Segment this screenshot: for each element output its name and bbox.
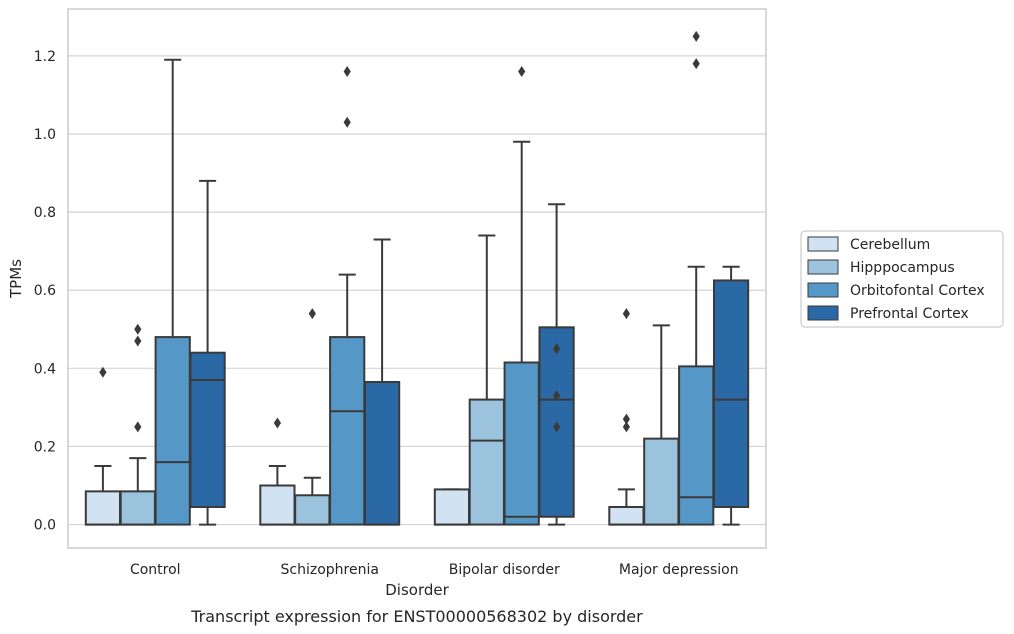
box-0-1	[259, 417, 296, 526]
outlier-point	[553, 390, 561, 402]
outlier-point	[622, 308, 630, 320]
box-body	[503, 361, 540, 526]
figure-caption: Transcript expression for ENST0000056830…	[190, 607, 643, 626]
box-body	[294, 494, 331, 526]
outlier-point	[343, 116, 351, 128]
box-body	[363, 381, 401, 526]
box-2-3	[678, 30, 715, 526]
box-2-2	[503, 65, 540, 526]
box-body	[678, 365, 715, 526]
box-0-2	[433, 488, 471, 526]
box-3-3	[712, 265, 750, 526]
box-3-1	[363, 238, 401, 526]
outlier-point	[343, 65, 351, 77]
box-plot-series	[84, 30, 750, 526]
box-3-0	[189, 179, 226, 526]
box-3-2	[538, 203, 575, 526]
box-body	[643, 437, 680, 526]
outlier-point	[308, 308, 316, 320]
box-1-3	[643, 324, 680, 526]
legend-swatch	[807, 305, 839, 321]
x-tick-label: Bipolar disorder	[449, 562, 560, 578]
outlier-point	[622, 421, 630, 433]
y-tick-label: 1.0	[34, 127, 56, 143]
outlier-point	[692, 58, 700, 70]
box-body	[259, 484, 296, 526]
y-axis-label: TPMs	[7, 259, 25, 299]
outlier-point	[518, 65, 526, 77]
x-axis-label: Disorder	[385, 581, 449, 599]
box-2-1	[329, 65, 366, 526]
legend: Cerebellum Hipppocampus Orbitofontal Corte…	[800, 230, 1004, 328]
outlier-point	[99, 366, 107, 378]
outlier-point	[134, 335, 142, 347]
axis-ticks: 0.0 0.2 0.4 0.6 0.8 1.0 1.2 Control Schizophreni…	[34, 49, 739, 578]
outlier-point	[273, 417, 281, 429]
legend-swatch	[807, 282, 839, 298]
legend-swatch	[807, 259, 839, 275]
box-2-0	[154, 58, 191, 526]
box-1-0	[119, 323, 156, 526]
outlier-point	[553, 421, 561, 433]
outlier-point	[134, 323, 142, 335]
outlier-point	[692, 30, 700, 42]
box-body	[608, 505, 645, 526]
x-tick-label: Control	[130, 562, 181, 578]
legend-label: Cerebellum	[850, 237, 930, 253]
legend-label: Hipppocampus	[850, 260, 955, 276]
outlier-point	[622, 413, 630, 425]
y-tick-label: 1.2	[34, 49, 56, 65]
box-body	[84, 490, 122, 526]
box-1-2	[468, 234, 505, 526]
y-tick-label: 0.6	[34, 283, 56, 299]
legend-swatch	[807, 236, 839, 252]
box-body	[468, 398, 505, 526]
box-body	[433, 488, 471, 526]
box-1-1	[294, 308, 331, 526]
legend-label: Orbitofontal Cortex	[850, 283, 985, 299]
outlier-point	[134, 421, 142, 433]
y-tick-label: 0.8	[34, 205, 56, 221]
y-tick-label: 0.2	[34, 439, 56, 455]
box-body	[119, 490, 156, 526]
box-body	[329, 336, 366, 526]
box-body	[189, 351, 226, 508]
box-0-0	[84, 366, 122, 526]
outlier-point	[553, 343, 561, 355]
plot-frame	[67, 8, 767, 549]
box-body	[712, 279, 750, 508]
legend-label: Prefrontal Cortex	[850, 306, 969, 322]
x-tick-label: Schizophrenia	[281, 562, 379, 578]
y-tick-label: 0.0	[34, 518, 56, 534]
y-tick-label: 0.4	[34, 361, 56, 377]
box-0-3	[608, 308, 645, 526]
legend-box	[800, 230, 1004, 328]
box-body	[154, 336, 191, 526]
x-tick-label: Major depression	[619, 562, 739, 578]
